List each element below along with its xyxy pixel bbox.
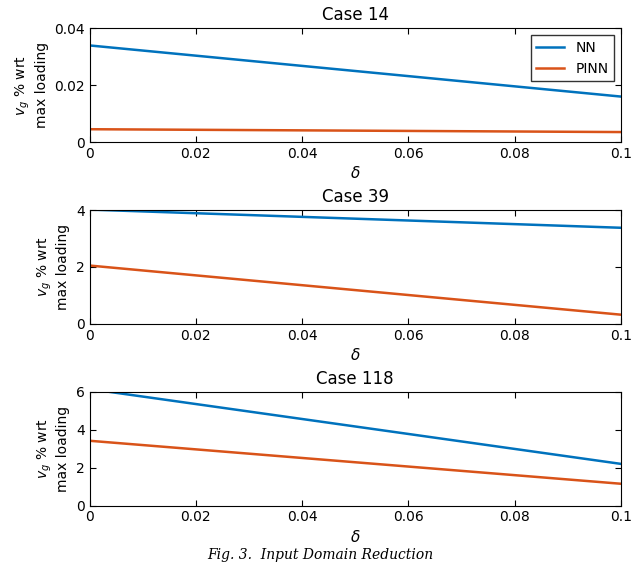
- PINN: [411, 128, 419, 135]
- PINN: [567, 128, 575, 135]
- NN: [402, 73, 410, 80]
- Title: Case 14: Case 14: [322, 6, 388, 24]
- NN: [88, 42, 95, 49]
- Line: PINN: PINN: [90, 130, 621, 132]
- PINN: [400, 127, 408, 134]
- PINN: [86, 126, 93, 133]
- Line: NN: NN: [90, 45, 621, 97]
- NN: [400, 72, 408, 79]
- PINN: [88, 126, 95, 133]
- Text: Fig. 3.  Input Domain Reduction: Fig. 3. Input Domain Reduction: [207, 548, 433, 562]
- Y-axis label: $v_g$ % wrt
max loading: $v_g$ % wrt max loading: [36, 224, 70, 310]
- Title: Case 118: Case 118: [316, 370, 394, 387]
- Title: Case 39: Case 39: [322, 188, 388, 206]
- Legend: NN, PINN: NN, PINN: [531, 35, 614, 81]
- X-axis label: $\delta$: $\delta$: [350, 529, 360, 545]
- NN: [534, 85, 541, 92]
- Y-axis label: $v_g$ % wrt
max loading: $v_g$ % wrt max loading: [36, 406, 70, 492]
- Y-axis label: $v_g$ % wrt
max loading: $v_g$ % wrt max loading: [14, 42, 49, 128]
- NN: [567, 89, 575, 95]
- NN: [411, 73, 419, 80]
- NN: [86, 42, 93, 49]
- NN: [617, 93, 625, 100]
- X-axis label: $\delta$: $\delta$: [350, 347, 360, 363]
- PINN: [534, 128, 541, 135]
- PINN: [402, 127, 410, 134]
- X-axis label: $\delta$: $\delta$: [350, 165, 360, 181]
- PINN: [617, 129, 625, 136]
